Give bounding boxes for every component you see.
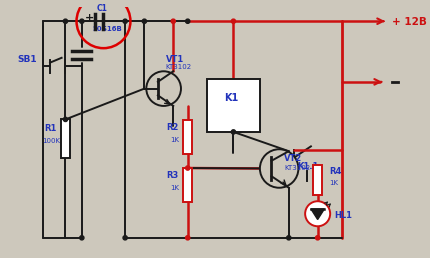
Text: VT1: VT1 <box>166 55 184 64</box>
Circle shape <box>231 19 236 23</box>
Circle shape <box>260 149 298 188</box>
Circle shape <box>80 236 84 240</box>
Text: K1: K1 <box>224 93 238 103</box>
Text: + 12B: + 12B <box>392 17 427 27</box>
Bar <box>61 119 70 158</box>
Circle shape <box>186 166 190 170</box>
Circle shape <box>231 130 236 134</box>
Circle shape <box>63 19 68 23</box>
Text: VT2: VT2 <box>284 154 302 163</box>
Circle shape <box>146 71 181 106</box>
Polygon shape <box>311 209 324 220</box>
Circle shape <box>63 117 68 122</box>
Text: 1K: 1K <box>170 136 179 143</box>
Circle shape <box>171 19 175 23</box>
Text: 100K: 100K <box>42 138 60 143</box>
Text: KT3102: KT3102 <box>166 64 192 70</box>
Circle shape <box>80 19 84 23</box>
Circle shape <box>142 19 147 23</box>
Circle shape <box>123 236 127 240</box>
Bar <box>183 168 192 202</box>
Text: HL1: HL1 <box>334 211 352 220</box>
Circle shape <box>186 19 190 23</box>
Bar <box>313 165 322 196</box>
Text: KT3102: KT3102 <box>284 165 310 171</box>
Text: R3: R3 <box>166 171 179 180</box>
Circle shape <box>186 236 190 240</box>
Text: K1.1: K1.1 <box>298 163 319 172</box>
Circle shape <box>316 236 320 240</box>
Circle shape <box>305 201 330 226</box>
Circle shape <box>123 19 127 23</box>
Bar <box>183 120 192 154</box>
Text: C1: C1 <box>97 4 108 13</box>
Text: 50Б16В: 50Б16В <box>93 26 123 32</box>
Bar <box>207 79 260 132</box>
Text: +: + <box>85 13 95 23</box>
Text: 1K: 1K <box>329 180 338 186</box>
Text: SB1: SB1 <box>17 55 37 64</box>
Text: 1K: 1K <box>170 185 179 191</box>
Text: R2: R2 <box>166 123 179 132</box>
Text: R1: R1 <box>44 124 57 133</box>
Text: R4: R4 <box>329 167 341 176</box>
Circle shape <box>287 236 291 240</box>
